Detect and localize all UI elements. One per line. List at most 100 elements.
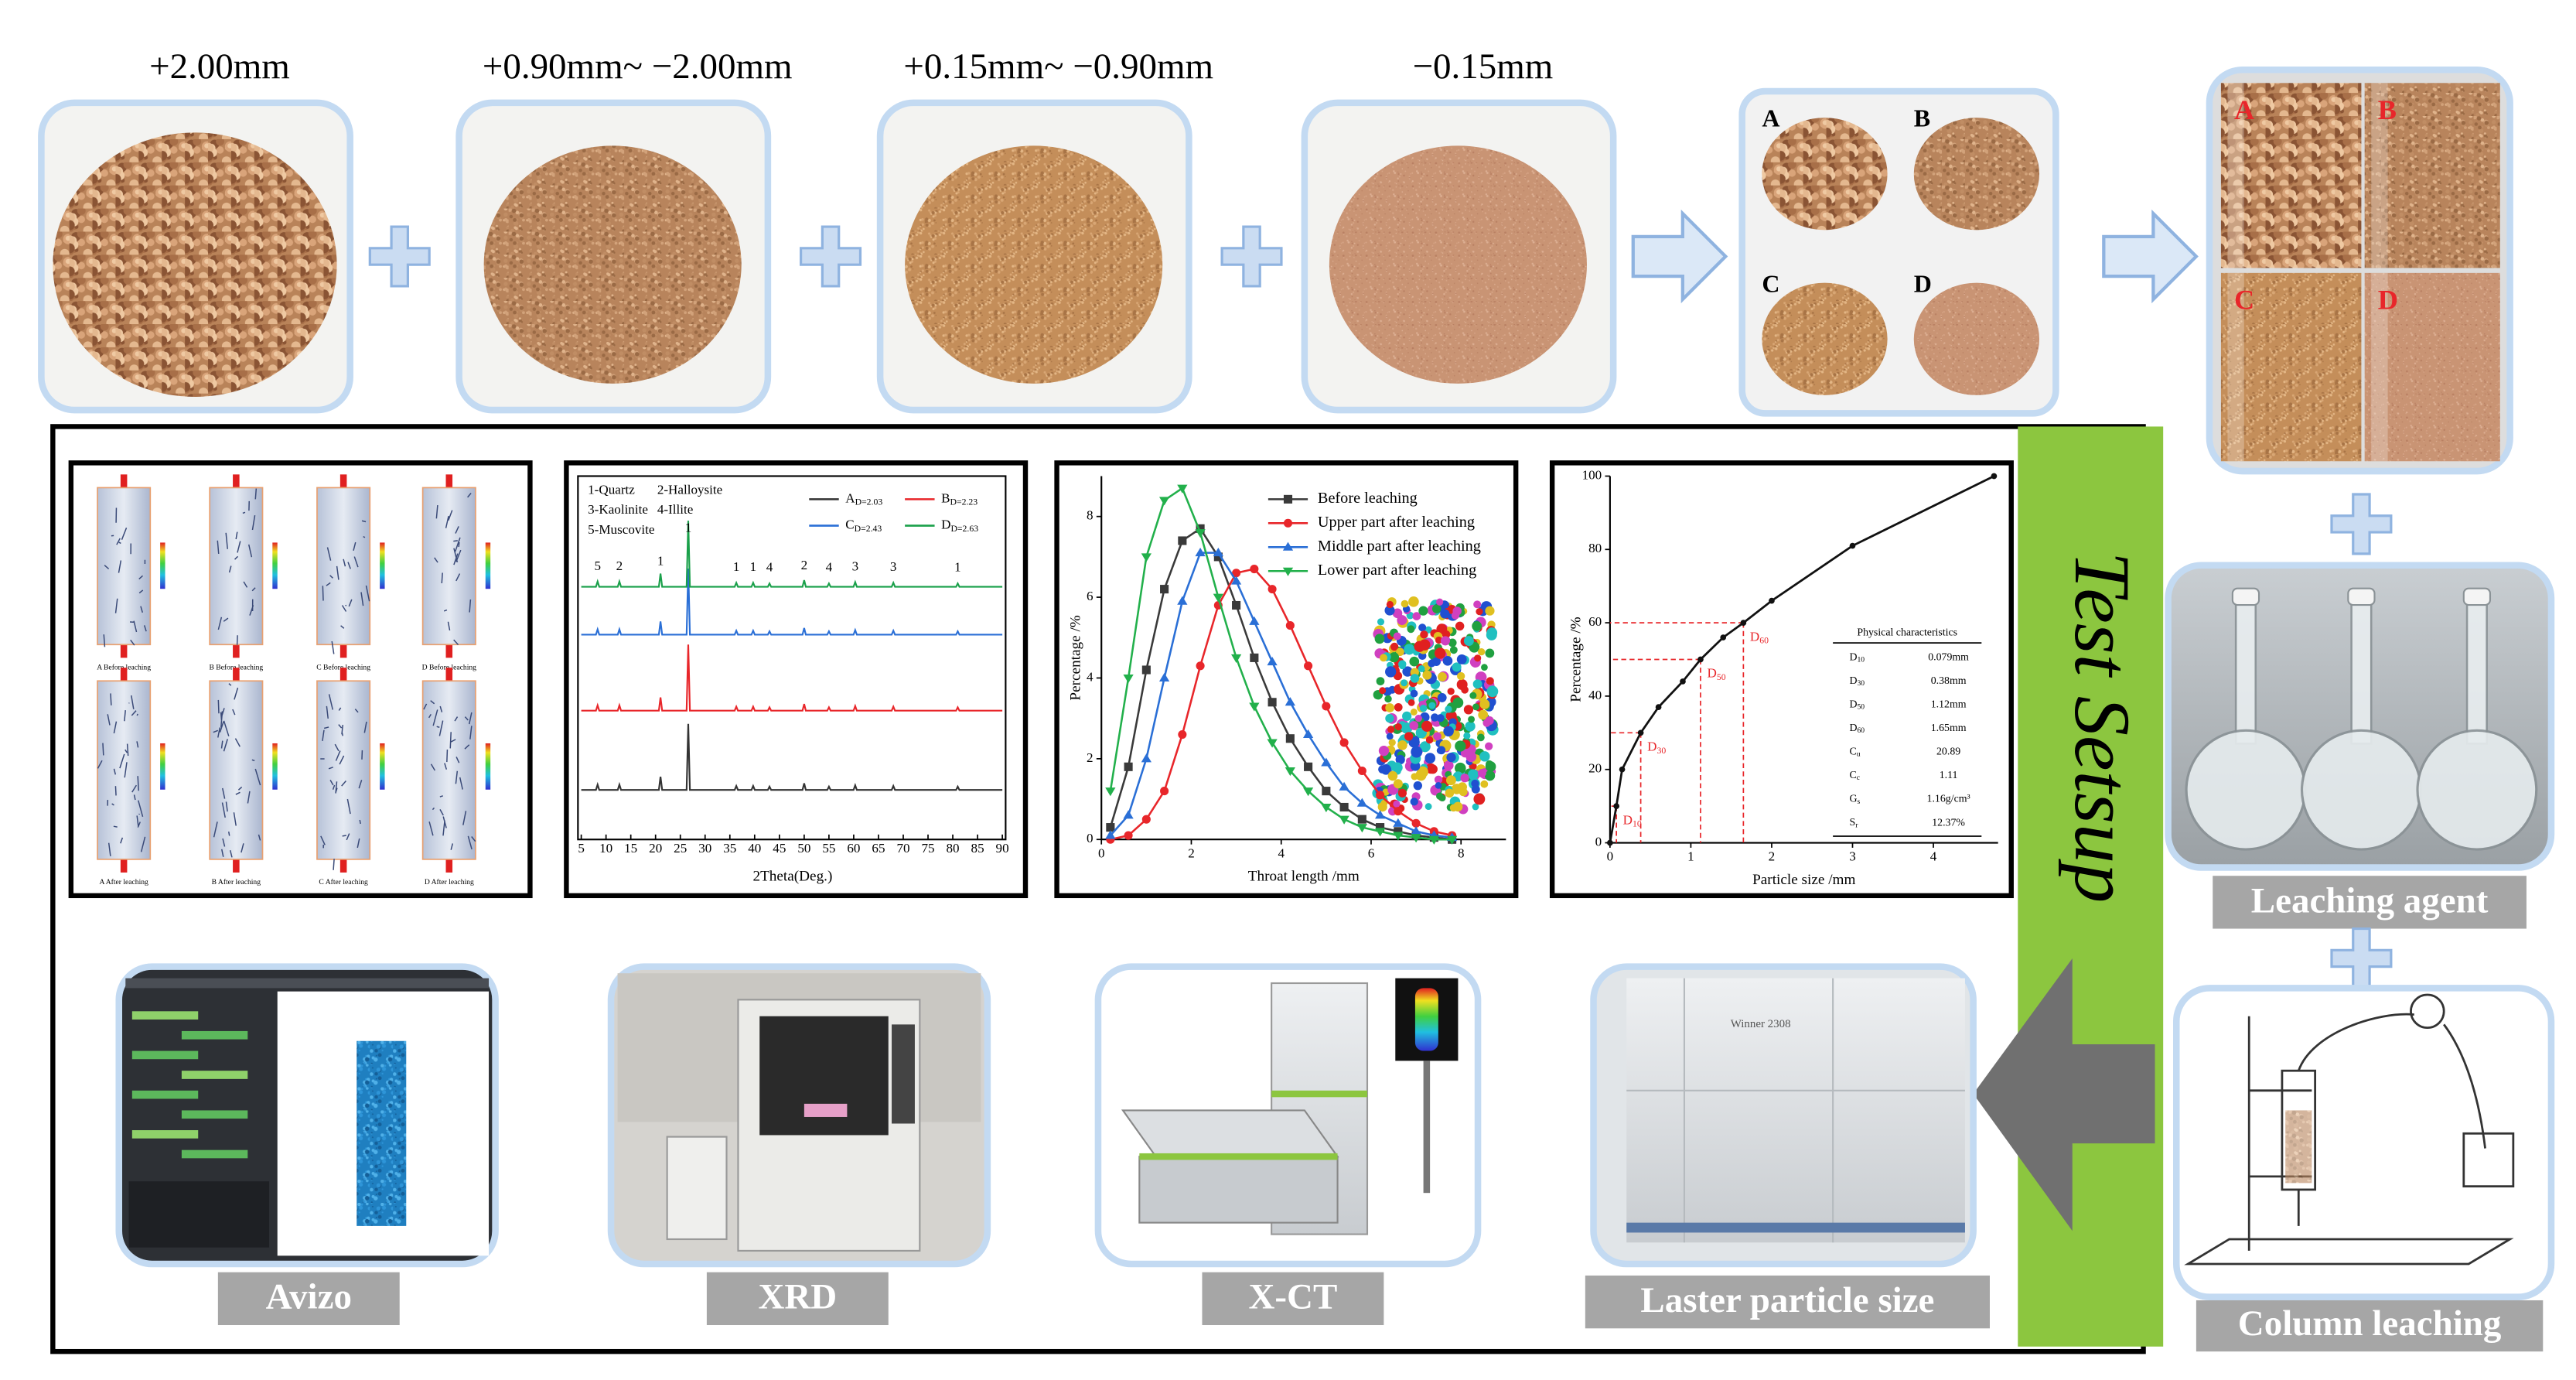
mineral: 3-Kaolinite [588,502,648,517]
rod [120,856,128,873]
column-label: B [2378,94,2397,125]
x-tick-label: 70 [896,841,909,856]
sample-heap [483,145,742,384]
colorbar [160,743,165,790]
xrd-window [759,1016,889,1136]
particle [1404,732,1414,741]
instrument-label: X-CT [1248,1277,1337,1317]
label-box [217,1272,400,1326]
marker [1106,823,1115,832]
particle [1486,685,1499,698]
rod [445,474,453,491]
particle [1397,740,1407,750]
symbol-sub: 30 [1858,679,1865,688]
particle [1443,726,1454,737]
marker [1158,497,1170,506]
marker [1250,564,1259,574]
x-tick-label: 1 [1687,849,1694,864]
particle [1385,703,1395,712]
column-packing [2285,1110,2312,1184]
marker [1213,593,1223,603]
particle [1418,665,1425,672]
marker [1302,729,1314,739]
particle [1384,695,1392,703]
marker [1304,762,1313,771]
peak-label: 3 [852,558,859,573]
sample-heap [1913,282,2040,395]
rod [233,668,240,685]
psd-point [1619,766,1626,773]
x-tick-label: 6 [1368,845,1375,860]
particle [1398,661,1407,670]
marker [1213,552,1223,562]
table-value: 20.89 [1936,746,1960,758]
particle [1386,733,1394,740]
particle [1485,761,1496,772]
particle [1422,670,1432,680]
xrd-trace [581,521,1003,588]
process-arrow [1973,958,2155,1231]
ct-accent [1139,1153,1338,1160]
colorbar [160,542,165,589]
glass-shine [2227,83,2244,268]
particle [1435,782,1442,789]
marker-label: D10 [1623,812,1642,828]
particle [1463,636,1474,647]
ui-toolbar [125,978,490,989]
pore-caption: A Before leaching [97,663,151,671]
marker [1267,739,1278,748]
pore-column [97,680,152,860]
pore-network [322,520,370,654]
ui-node [181,1030,248,1040]
marker [1196,524,1205,533]
peak-label: 1 [750,559,757,574]
flask-stopper [2462,587,2492,606]
sample-column [2220,83,2362,268]
beaker [2462,1132,2515,1188]
particle [1395,754,1405,765]
ui-node [181,1110,248,1119]
rod [120,641,128,658]
y-tick-label: 4 [1087,669,1094,684]
particle [1393,800,1401,808]
marker [1283,494,1293,504]
ct-render [1414,988,1438,1051]
sample-label: A [1762,104,1779,132]
sample-heap [905,145,1163,384]
particle [1477,647,1486,656]
table-symbol: D30 [1849,675,1865,688]
x-tick-label: 55 [822,841,835,856]
legend-sub: D=2.23 [950,497,978,507]
particle [1459,787,1468,797]
x-tick-label: 85 [971,841,984,856]
pore-column [421,680,476,860]
fraction-label: +2.00mm [149,46,290,87]
particle [1380,763,1392,775]
flask-stopper [2347,587,2376,606]
label-box [2213,876,2527,929]
particle [1420,630,1428,639]
rod [445,668,453,685]
x-tick-label: 20 [649,841,662,856]
particle [1380,654,1387,662]
marker-sub: 10 [1633,818,1642,828]
pore-column [209,487,264,646]
peak-label: 4 [766,559,773,574]
particle [1486,677,1494,685]
table-symbol: Cu [1849,746,1860,759]
particle [1486,627,1498,638]
particle [1452,697,1464,709]
particle [1409,721,1419,730]
particle [1386,600,1394,609]
particle [1445,788,1455,798]
column-label: C [2234,285,2254,316]
pore-caption: A After leaching [99,878,148,886]
x-tick-label: 4 [1278,845,1285,860]
fraction-label: −0.15mm [1413,46,1554,87]
marker [1178,729,1187,740]
particle [1472,703,1479,711]
particle [1407,625,1415,634]
marker [1123,674,1134,684]
